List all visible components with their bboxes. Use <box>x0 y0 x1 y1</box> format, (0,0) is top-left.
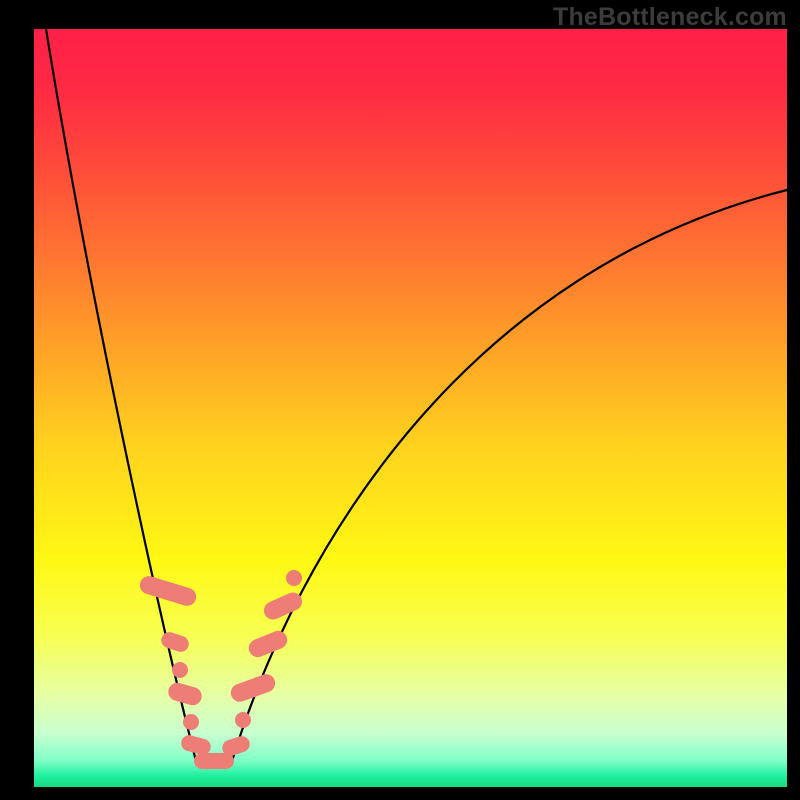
chart-svg <box>0 0 800 800</box>
chart-container: TheBottleneck.com <box>0 0 800 800</box>
plot-area <box>34 29 787 787</box>
marker <box>172 662 188 678</box>
marker <box>235 712 251 728</box>
marker <box>183 714 199 730</box>
watermark-text: TheBottleneck.com <box>553 3 787 32</box>
marker <box>286 570 302 586</box>
